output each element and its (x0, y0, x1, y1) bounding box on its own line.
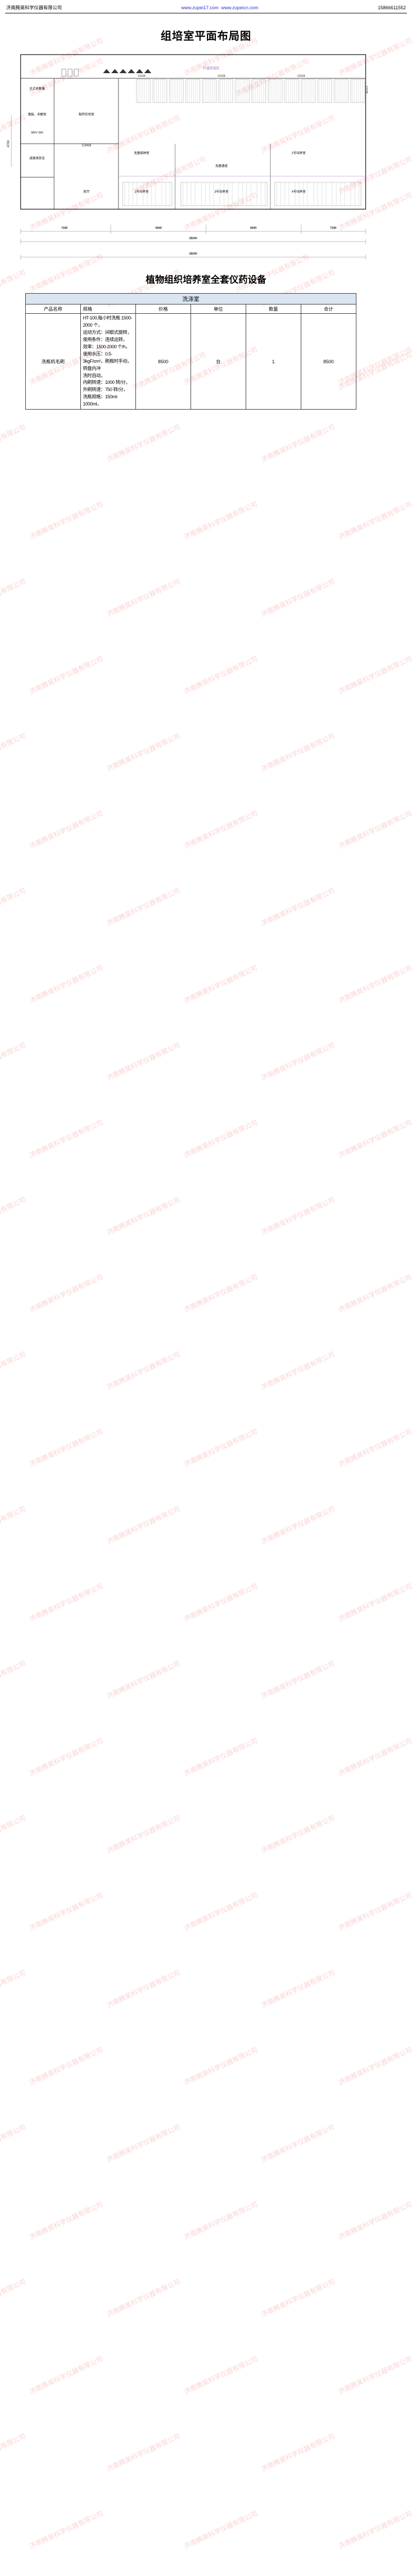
svg-text:3号培养室: 3号培养室 (214, 190, 228, 194)
svg-text:无菌接种室: 无菌接种室 (134, 151, 149, 155)
svg-text:380V 36K: 380V 36K (31, 131, 43, 134)
svg-text:灌装、天酿室: 灌装、天酿室 (28, 112, 46, 116)
svg-text:28240: 28240 (189, 252, 197, 256)
svg-text:C2125: C2125 (138, 75, 146, 78)
svg-text:7180: 7180 (61, 227, 67, 230)
svg-text:6940: 6940 (250, 227, 256, 230)
svg-text:C2125: C2125 (365, 86, 368, 94)
svg-text:升温除湿区: 升温除湿区 (203, 65, 220, 70)
svg-text:C2125: C2125 (298, 75, 305, 78)
svg-text:C2125: C2125 (218, 75, 226, 78)
svg-text:前厅: 前厅 (83, 190, 90, 194)
svg-text:配药实验室: 配药实验室 (79, 112, 94, 116)
svg-text:28240: 28240 (189, 237, 197, 240)
svg-text:减速液浆仓: 减速液浆仓 (29, 156, 45, 160)
svg-text:4号培养室: 4号培养室 (291, 190, 305, 194)
svg-text:2号培养室: 2号培养室 (291, 151, 305, 155)
svg-text:1号培养室: 1号培养室 (134, 190, 148, 194)
svg-text:主式天套循: 主式天套循 (29, 87, 45, 91)
svg-text:无菌通道: 无菌通道 (215, 164, 228, 168)
svg-text:4700: 4700 (7, 140, 10, 147)
svg-text:7180: 7180 (330, 227, 336, 230)
svg-text:C2418: C2418 (82, 144, 91, 147)
svg-text:6940: 6940 (156, 227, 162, 230)
